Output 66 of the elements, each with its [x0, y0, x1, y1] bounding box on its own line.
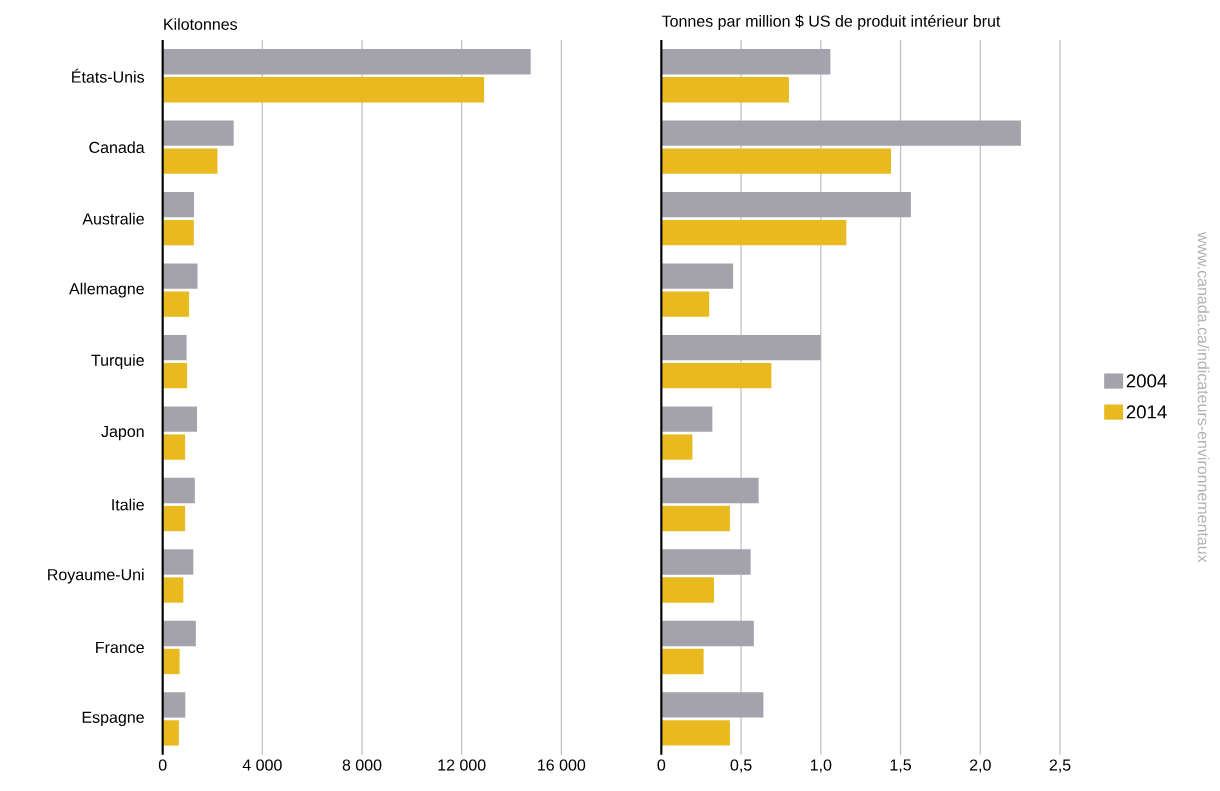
y-tick-label: Turquie: [91, 354, 144, 370]
bar: [661, 49, 831, 75]
bar: [661, 77, 789, 103]
bar: [661, 291, 710, 317]
x-tick-label: 12 000: [438, 759, 486, 771]
bar: [661, 692, 764, 718]
bar: [661, 478, 759, 504]
bar: [162, 577, 184, 603]
bar: [162, 549, 194, 575]
bar: [162, 49, 531, 75]
legend-label: 2014: [1126, 405, 1167, 419]
text: www.canada.ca/indicateurs-environnementaux: [1197, 232, 1210, 563]
x-tick-label: 0: [657, 759, 666, 771]
legend-label: 2004: [1126, 374, 1167, 388]
bar: [162, 120, 234, 147]
y-tick-label: Japon: [101, 426, 144, 441]
bar: [162, 220, 194, 246]
bar: [661, 720, 730, 746]
bar: [162, 335, 187, 361]
bar: [162, 363, 188, 389]
bar: [162, 406, 198, 432]
x-tick-label: 2,5: [1049, 759, 1071, 773]
bar: [661, 335, 821, 361]
x-tick-label: 1,5: [890, 759, 911, 773]
bar: [162, 720, 179, 746]
bar: [661, 648, 704, 675]
y-tick-label: Italie: [112, 498, 144, 511]
bar: [661, 506, 730, 532]
bar: [661, 406, 713, 432]
y-tick-label: Allemagne: [69, 282, 144, 298]
bar: [162, 291, 190, 317]
bar: [661, 620, 754, 647]
x-tick-label: 1,0: [810, 759, 832, 773]
bar: [661, 148, 891, 175]
y-tick-label: États-Unis: [72, 68, 145, 83]
bar: [162, 263, 198, 289]
bar: [661, 120, 1021, 147]
x-tick-label: 16 000: [538, 759, 586, 771]
bar: [162, 434, 186, 460]
bar: [162, 192, 195, 218]
bar: [162, 77, 485, 103]
x-tick-label: 2,0: [969, 759, 991, 773]
x-tick-label: 8 000: [342, 759, 382, 771]
bar: [661, 549, 751, 575]
bar: [661, 577, 714, 603]
x-tick-label: 0: [158, 759, 167, 771]
y-tick-label: Royaume-Uni: [48, 568, 144, 584]
x-tick-label: 0,5: [730, 759, 752, 773]
bar: [162, 148, 218, 175]
x-axis-title: Tonnes par million $ US de produit intérieur brut: [661, 14, 1001, 31]
y-tick-label: France: [96, 642, 144, 654]
bar: [661, 363, 772, 389]
x-axis-title: Kilotonnes: [164, 18, 238, 31]
y-tick-label: Canada: [89, 141, 145, 154]
bar: [661, 192, 911, 218]
bar: [162, 648, 180, 675]
bar: [661, 434, 693, 460]
bar: [162, 620, 196, 647]
y-tick-label: Australie: [82, 212, 144, 225]
bar: [661, 263, 734, 289]
bar: [162, 478, 195, 504]
bar: [162, 506, 186, 532]
bar: [162, 692, 186, 718]
x-tick-label: 4 000: [242, 759, 282, 771]
y-tick-label: Espagne: [82, 711, 144, 727]
bar: [661, 220, 847, 246]
